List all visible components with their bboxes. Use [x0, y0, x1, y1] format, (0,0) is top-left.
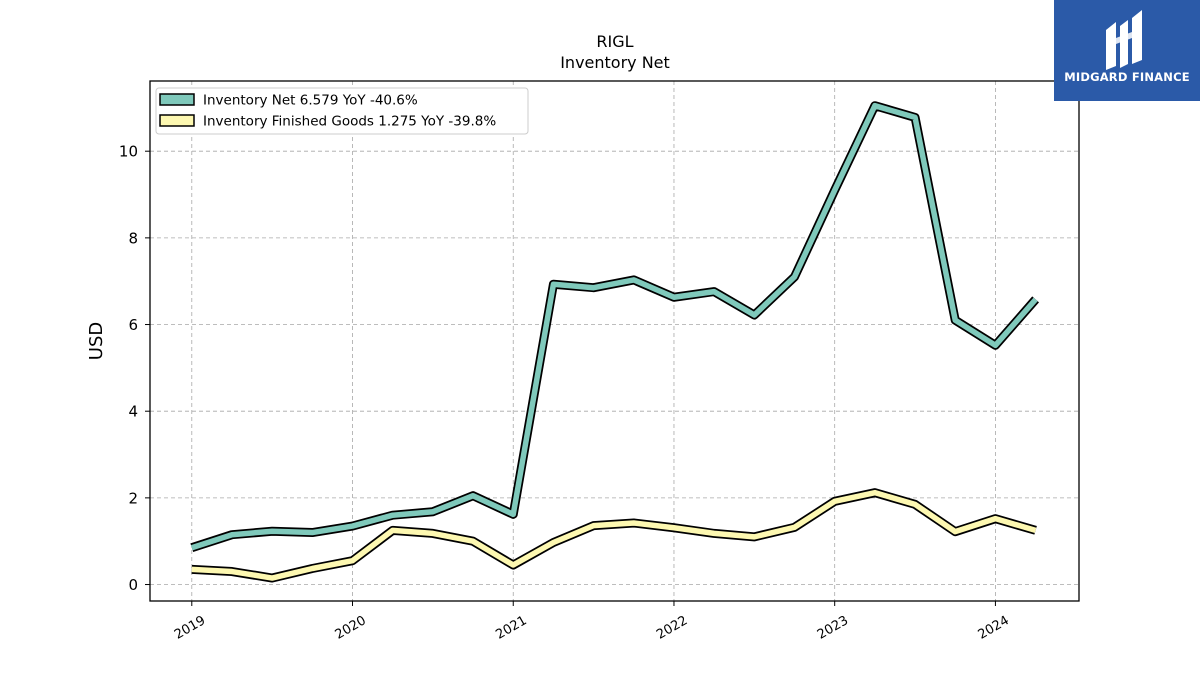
data-point-inventory-finished-goods-4	[351, 559, 354, 562]
legend-swatch-inventory-finished-goods	[159, 114, 195, 127]
y-tick-label-10: 10	[119, 143, 138, 161]
data-point-inventory-net-3	[311, 531, 314, 534]
data-point-inventory-finished-goods-11	[632, 522, 635, 525]
x-tick-label-2022: 2022	[654, 613, 690, 643]
data-point-inventory-finished-goods-0	[190, 568, 193, 571]
grid	[150, 81, 1079, 601]
legend-swatch-inventory-net	[159, 93, 195, 106]
x-tick-label-2024: 2024	[976, 613, 1012, 643]
data-point-inventory-net-21	[1034, 298, 1037, 301]
data-point-inventory-finished-goods-19	[954, 530, 957, 533]
y-tick-label-2: 2	[128, 489, 138, 507]
data-point-inventory-net-19	[954, 319, 957, 322]
data-point-inventory-net-13	[713, 290, 716, 293]
data-point-inventory-finished-goods-20	[994, 517, 997, 520]
data-point-inventory-net-1	[230, 533, 233, 536]
data-point-inventory-finished-goods-10	[592, 524, 595, 527]
y-axis-label: USD	[86, 322, 107, 360]
x-tick-label-2021: 2021	[493, 613, 529, 643]
data-point-inventory-net-15	[793, 275, 796, 278]
legend-box	[155, 87, 529, 135]
data-point-inventory-net-11	[632, 278, 635, 281]
data-point-inventory-finished-goods-8	[512, 564, 515, 567]
logo-mark-icon	[1106, 10, 1142, 70]
data-point-inventory-net-7	[472, 494, 475, 497]
data-point-inventory-finished-goods-1	[230, 570, 233, 573]
data-point-inventory-net-20	[994, 344, 997, 347]
legend-label-inventory-finished-goods: Inventory Finished Goods 1.275 YoY -39.8…	[203, 114, 496, 130]
data-point-inventory-net-0	[190, 546, 193, 549]
midgard-finance-logo: MIDGARD FINANCE	[1054, 0, 1200, 101]
data-point-inventory-net-18	[914, 116, 917, 119]
data-point-inventory-net-16	[833, 189, 836, 192]
data-point-inventory-finished-goods-9	[552, 541, 555, 544]
y-tick-label-4: 4	[128, 403, 138, 421]
chart-subtitle: Inventory Net	[560, 53, 670, 72]
series-line-inventory-finished-goods	[191, 489, 1037, 581]
x-tick-label-2023: 2023	[815, 613, 851, 643]
data-point-inventory-net-2	[271, 530, 274, 533]
data-point-inventory-finished-goods-7	[472, 540, 475, 543]
data-point-inventory-net-12	[672, 296, 675, 299]
data-point-inventory-net-10	[592, 286, 595, 289]
data-point-inventory-finished-goods-14	[753, 535, 756, 538]
y-axis: 0 2 4 6 8 10	[119, 143, 150, 594]
logo-text: MIDGARD FINANCE	[1064, 70, 1190, 84]
plot-frame	[149, 80, 1080, 602]
data-point-inventory-finished-goods-6	[431, 532, 434, 535]
y-tick-label-8: 8	[128, 229, 138, 247]
data-point-inventory-finished-goods-2	[271, 577, 274, 580]
data-point-inventory-finished-goods-21	[1034, 529, 1037, 532]
data-point-inventory-finished-goods-3	[311, 567, 314, 570]
data-point-inventory-net-4	[351, 525, 354, 528]
data-point-inventory-finished-goods-12	[672, 526, 675, 529]
data-point-inventory-finished-goods-15	[793, 526, 796, 529]
series-outline-inventory-net	[190, 101, 1039, 552]
legend: Inventory Net 6.579 YoY -40.6% Inventory…	[155, 87, 529, 135]
x-tick-label-2020: 2020	[333, 613, 369, 643]
data-point-inventory-net-6	[431, 510, 434, 513]
data-point-inventory-finished-goods-5	[391, 529, 394, 532]
x-tick-label-2019: 2019	[172, 613, 208, 643]
series-group	[190, 101, 1039, 583]
data-point-inventory-finished-goods-18	[914, 503, 917, 506]
x-axis: 2019 2020 2021 2022 2023 2024	[172, 601, 1012, 643]
chart-title: RIGL	[596, 32, 633, 51]
y-tick-label-6: 6	[128, 316, 138, 334]
data-point-inventory-net-8	[512, 513, 515, 516]
data-point-inventory-net-17	[873, 104, 876, 107]
data-point-inventory-net-9	[552, 283, 555, 286]
data-point-inventory-finished-goods-17	[873, 491, 876, 494]
legend-label-inventory-net: Inventory Net 6.579 YoY -40.6%	[203, 93, 418, 109]
data-point-inventory-finished-goods-16	[833, 500, 836, 503]
series-line-inventory-net	[190, 102, 1038, 551]
data-point-inventory-net-14	[753, 314, 756, 317]
y-tick-label-0: 0	[128, 576, 138, 594]
data-point-inventory-finished-goods-13	[713, 532, 716, 535]
data-point-inventory-net-5	[391, 514, 394, 517]
